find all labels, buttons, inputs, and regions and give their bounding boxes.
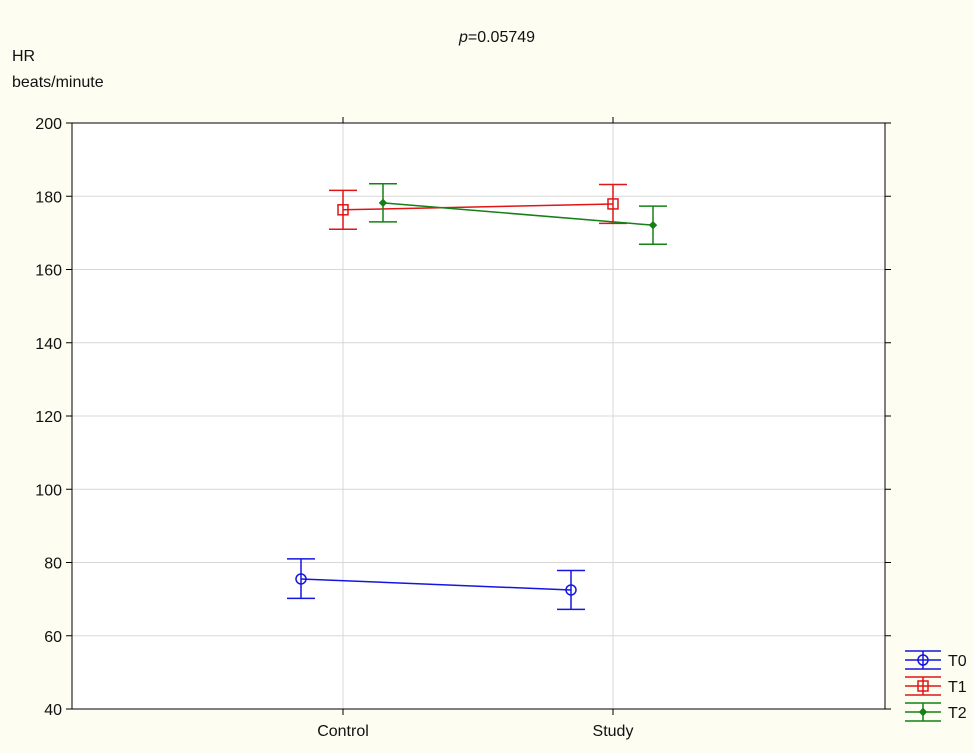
chart-title: p=0.05749 <box>458 29 535 46</box>
legend-marker <box>917 654 929 666</box>
data-point <box>648 220 658 230</box>
axis-layer: 40 60 80 100 120 140 160 180 200 Control Study <box>35 116 891 740</box>
legend-item-t0: T0 <box>905 650 967 670</box>
series-t2 <box>369 183 667 245</box>
y-tick-label: 200 <box>35 116 62 133</box>
data-point <box>337 204 349 216</box>
series-layer <box>287 183 667 611</box>
series-t1 <box>329 183 627 230</box>
legend-item-t1: T1 <box>905 676 967 696</box>
chart-title-p: p <box>458 29 468 46</box>
series-line <box>300 578 572 591</box>
legend-item-t2: T2 <box>905 702 967 722</box>
legend-label: T1 <box>948 679 967 696</box>
data-point <box>378 198 388 208</box>
series-t0 <box>287 558 585 611</box>
y-tick-label: 120 <box>35 409 62 426</box>
data-point <box>607 198 619 210</box>
series-line <box>342 203 614 211</box>
y-tick-label: 160 <box>35 263 62 280</box>
y-tick-label: 40 <box>44 702 62 719</box>
legend-label: T2 <box>948 705 967 722</box>
y-tick-label: 180 <box>35 189 62 206</box>
x-tick-label: Control <box>317 723 369 740</box>
data-point <box>295 573 307 585</box>
chart-title-value: =0.05749 <box>468 29 535 46</box>
y-axis-label-line2: beats/minute <box>12 74 104 91</box>
y-axis-label-line1: HR <box>12 48 35 65</box>
y-tick-label: 80 <box>44 556 62 573</box>
series-line <box>382 202 654 226</box>
legend-label: T0 <box>948 653 967 670</box>
legend-marker <box>917 680 929 692</box>
x-tick-label: Study <box>593 723 634 740</box>
legend-marker <box>918 707 928 717</box>
data-point <box>565 584 577 596</box>
y-tick-label: 140 <box>35 336 62 353</box>
y-tick-label: 60 <box>44 629 62 646</box>
y-tick-label: 100 <box>35 482 62 499</box>
plot-frame <box>71 122 886 710</box>
legend: T0 T1 T2 <box>905 650 967 722</box>
